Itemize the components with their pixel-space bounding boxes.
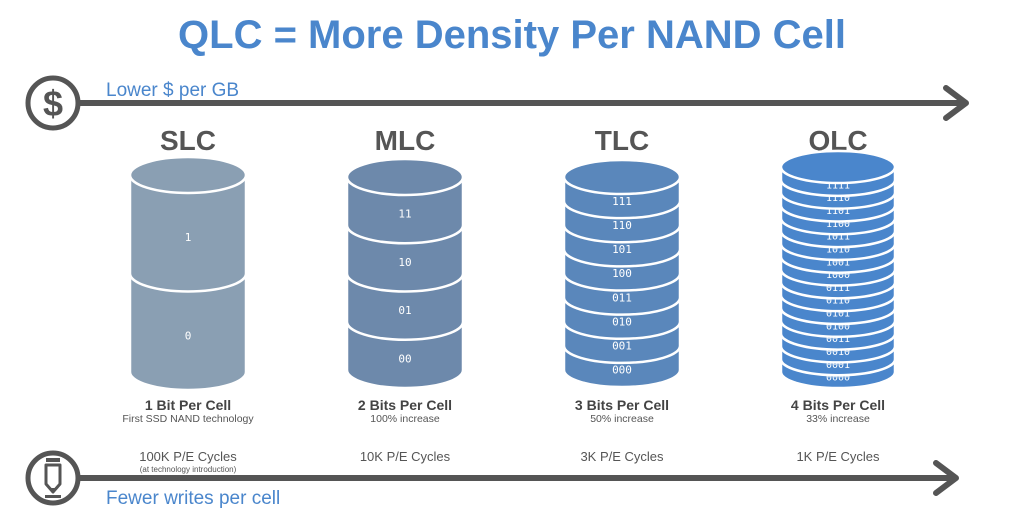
level-label: 1100 — [826, 219, 850, 230]
level-label: 011 — [612, 291, 632, 304]
cylinder-top — [562, 158, 682, 196]
density-description: First SSD NAND technology — [122, 413, 254, 425]
column-qlc: QLC0000000100100011010001010110011110001… — [779, 125, 897, 464]
level-label: 1010 — [826, 244, 850, 255]
cell-cylinder: 01 — [128, 155, 248, 392]
level-label: 110 — [612, 219, 632, 232]
level-label: 1110 — [826, 193, 850, 204]
level-label: 001 — [612, 340, 632, 353]
bits-per-cell: 1 Bit Per Cell — [145, 397, 231, 413]
bits-per-cell: 3 Bits Per Cell — [575, 397, 669, 413]
cell-cylinder: 000 001 010 011 100 101 110 111 — [562, 158, 682, 389]
column-tlc: TLC 000 001 010 011 100 101 110 111 3 Bits Per Ce… — [562, 125, 682, 464]
cell-cylinder: 00 01 10 11 — [345, 157, 465, 390]
level-label: 0110 — [826, 296, 850, 307]
pe-cycles: 10K P/E Cycles — [360, 449, 451, 464]
cell-type-heading: SLC — [160, 125, 216, 156]
cylinder-top — [779, 149, 897, 185]
level-label: 0111 — [826, 283, 850, 294]
density-description: 50% increase — [590, 413, 654, 425]
level-label: 1011 — [826, 232, 850, 243]
level-label: 0001 — [826, 360, 850, 371]
level-label: 000 — [612, 364, 632, 377]
level-label: 0010 — [826, 347, 850, 358]
level-label: 101 — [612, 243, 632, 256]
level-label: 111 — [612, 195, 632, 208]
level-label: 0101 — [826, 309, 850, 320]
level-label: 0100 — [826, 321, 850, 332]
level-label: 0000 — [826, 373, 850, 384]
bottom-axis-label: Fewer writes per cell — [106, 488, 280, 509]
pe-cycles: 3K P/E Cycles — [580, 449, 664, 464]
density-description: 33% increase — [806, 413, 870, 425]
pencil-icon — [25, 450, 81, 506]
level-label: 11 — [398, 208, 411, 221]
cell-type-heading: MLC — [375, 125, 436, 156]
cell-type-heading: TLC — [595, 125, 649, 156]
density-description: 100% increase — [370, 413, 440, 425]
level-label: 1000 — [826, 270, 850, 281]
level-label: 100 — [612, 267, 632, 280]
level-label: 1111 — [826, 180, 850, 191]
level-label: 0011 — [826, 334, 850, 345]
cylinder-top — [345, 157, 465, 197]
page-title: QLC = More Density Per NAND Cell — [178, 13, 846, 57]
level-label: 00 — [398, 352, 411, 365]
top-axis-arrow — [78, 85, 969, 121]
svg-text:$: $ — [43, 83, 63, 124]
level-label: 010 — [612, 315, 632, 328]
pe-cycles: 1K P/E Cycles — [796, 449, 880, 464]
level-label: 1101 — [826, 206, 850, 217]
level-label: 1 — [185, 231, 192, 244]
bottom-axis-arrow — [78, 460, 959, 496]
top-axis-label: Lower $ per GB — [106, 80, 239, 101]
level-label: 0 — [185, 329, 192, 342]
cylinder-top — [128, 155, 248, 195]
bits-per-cell: 2 Bits Per Cell — [358, 397, 452, 413]
pe-cycles: 100K P/E Cycles — [139, 449, 237, 464]
level-label: 10 — [398, 256, 411, 269]
bits-per-cell: 4 Bits Per Cell — [791, 397, 885, 413]
level-label: 01 — [398, 304, 411, 317]
level-label: 1001 — [826, 257, 850, 268]
dollar-icon: $ — [25, 75, 81, 131]
pe-cycles-note: (at technology introduction) — [140, 465, 237, 474]
